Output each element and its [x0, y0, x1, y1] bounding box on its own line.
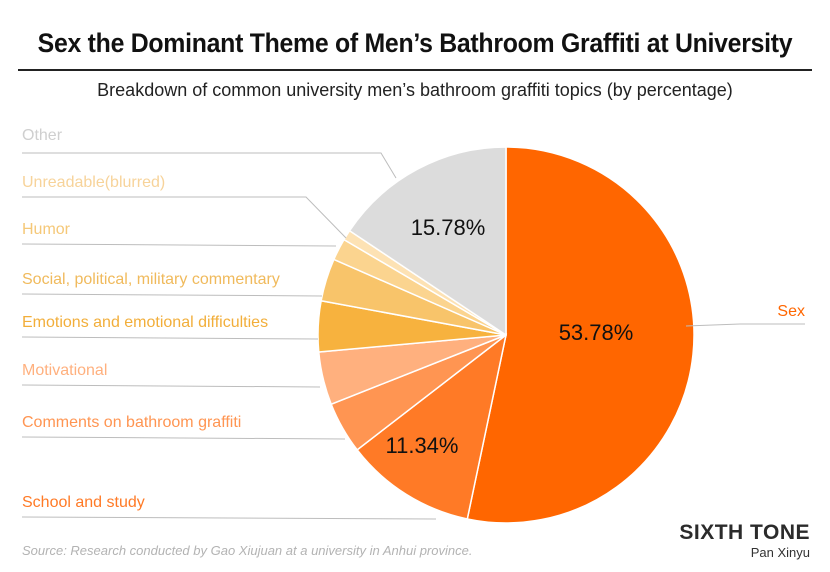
- category-label: Sex: [777, 303, 805, 320]
- leader-line: [21, 516, 437, 520]
- chart-title: Sex the Dominant Theme of Men’s Bathroom…: [37, 28, 793, 58]
- category-label: Humor: [22, 221, 71, 238]
- pie-slices: [317, 146, 695, 524]
- leader-line: [22, 196, 347, 239]
- leader-line: [685, 323, 805, 327]
- leader-line: [21, 243, 337, 247]
- leader-line: [22, 152, 397, 179]
- title-divider: [18, 69, 812, 71]
- category-label: Emotions and emotional difficulties: [22, 314, 268, 331]
- source-note: Source: Research conducted by Gao Xiujua…: [22, 543, 473, 558]
- leader-line: [21, 384, 321, 388]
- category-label: Other: [22, 127, 63, 144]
- pie-slice-sex: [466, 146, 695, 524]
- leader-line: [21, 293, 323, 297]
- chart-subtitle: Breakdown of common university men’s bat…: [97, 80, 733, 100]
- category-label: Comments on bathroom graffiti: [22, 414, 241, 431]
- category-label: School and study: [22, 494, 145, 511]
- category-label: Unreadable(blurred): [22, 174, 165, 191]
- author-credit: Pan Xinyu: [750, 545, 810, 560]
- value-label: 53.78%: [559, 320, 634, 345]
- pie-slice-other: [348, 146, 507, 337]
- category-label: Motivational: [22, 362, 107, 379]
- leader-lines: [21, 152, 805, 520]
- category-labels: Sex School and study Comments on bathroom …: [22, 127, 805, 511]
- value-label: 15.78%: [411, 215, 486, 240]
- value-labels: 53.78% 11.34% 15.78%: [386, 215, 634, 458]
- brand-logo: SIXTH TONE: [679, 521, 810, 544]
- category-label: Social, political, military commentary: [22, 271, 280, 288]
- pie-slice-school-and-study: [356, 333, 508, 520]
- value-label: 11.34%: [386, 433, 459, 458]
- leader-line: [21, 336, 319, 340]
- leader-line: [21, 436, 346, 440]
